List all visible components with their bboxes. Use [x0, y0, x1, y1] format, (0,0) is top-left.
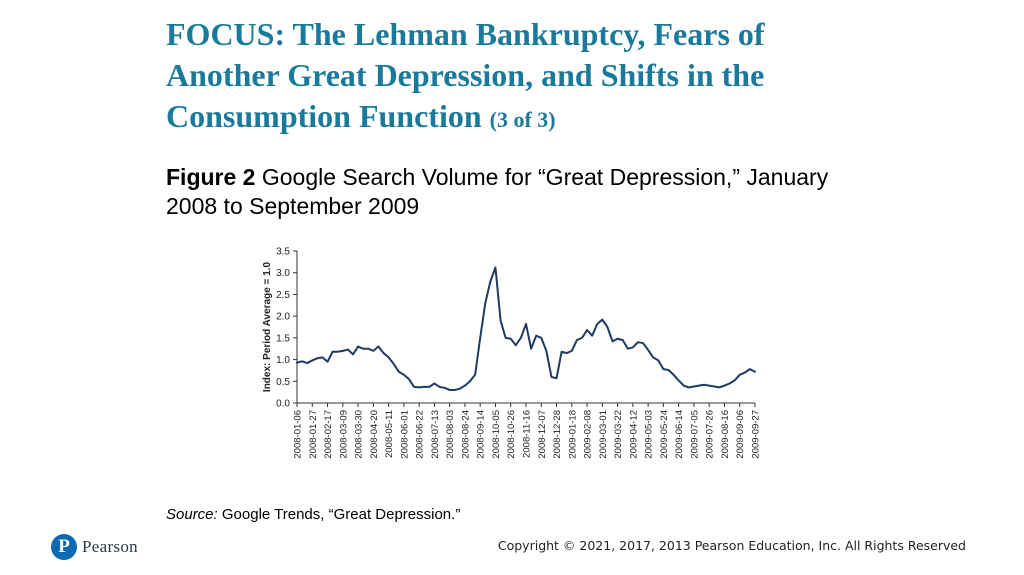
x-tick-label: 2008-11-16	[522, 410, 533, 458]
x-tick-label: 2008-01-27	[308, 410, 319, 459]
x-tick-label: 2008-03-09	[338, 410, 349, 459]
pearson-logo-icon: P	[51, 534, 77, 560]
x-tick-label: 2008-03-30	[354, 410, 365, 459]
x-tick-label: 2008-01-06	[293, 410, 304, 459]
x-tick-label: 2008-10-05	[491, 410, 502, 459]
x-tick-label: 2009-07-26	[705, 410, 716, 459]
title-suffix: (3 of 3)	[489, 107, 556, 132]
y-axis-title: Index: Period Average = 1.0	[262, 261, 273, 392]
y-tick-label: 0.0	[276, 399, 290, 410]
x-tick-label: 2008-02-17	[323, 410, 334, 459]
y-tick-label: 3.5	[276, 247, 290, 258]
x-tick-label: 2008-06-22	[415, 410, 426, 459]
x-tick-label: 2009-05-03	[644, 410, 655, 459]
x-tick-label: 2008-04-20	[369, 410, 380, 459]
x-tick-label: 2008-12-07	[537, 410, 548, 459]
pearson-logo-text: Pearson	[82, 537, 138, 556]
x-tick-label: 2009-09-06	[735, 410, 746, 459]
x-tick-label: 2009-04-12	[628, 410, 639, 459]
figure-caption: Figure 2 Google Search Volume for “Great…	[166, 163, 846, 221]
slide-title: FOCUS: The Lehman Bankruptcy, Fears of A…	[166, 14, 866, 140]
x-tick-label: 2008-07-13	[430, 410, 441, 459]
x-tick-label: 2008-12-28	[552, 410, 563, 459]
x-tick-label: 2009-03-01	[598, 410, 609, 459]
y-tick-label: 2.0	[276, 312, 290, 323]
x-tick-label: 2008-05-11	[384, 410, 395, 458]
x-tick-label: 2009-03-22	[613, 410, 624, 459]
x-tick-label: 2008-10-26	[506, 410, 517, 459]
series-line	[296, 266, 756, 391]
source-label: Source:	[166, 506, 218, 523]
x-tick-label: 2009-08-16	[720, 410, 731, 459]
x-tick-label: 2009-02-08	[583, 410, 594, 459]
source-text: Google Trends, “Great Depression.”	[221, 506, 461, 523]
y-tick-label: 0.5	[276, 377, 290, 388]
y-tick-label: 1.0	[276, 355, 290, 366]
source-note: Source: Google Trends, “Great Depression…	[166, 506, 460, 523]
x-tick-label: 2009-09-27	[751, 410, 762, 459]
pearson-logo: P Pearson	[51, 534, 138, 560]
y-tick-label: 1.5	[276, 333, 290, 344]
x-tick-label: 2009-07-05	[689, 410, 700, 459]
x-tick-label: 2008-09-14	[476, 410, 487, 459]
figure-caption-text: Google Search Volume for “Great Depressi…	[166, 164, 829, 219]
x-tick-label: 2008-06-01	[399, 410, 410, 459]
y-tick-label: 2.5	[276, 290, 290, 301]
figure-label: Figure 2	[166, 164, 256, 190]
x-tick-label: 2009-06-14	[674, 410, 685, 459]
copyright-notice: Copyright © 2021, 2017, 2013 Pearson Edu…	[497, 538, 966, 553]
x-tick-label: 2009-05-24	[659, 410, 670, 459]
x-tick-label: 2008-08-24	[460, 410, 471, 459]
x-tick-label: 2009-01-18	[567, 410, 578, 459]
x-tick-label: 2008-08-03	[445, 410, 456, 459]
y-tick-label: 3.0	[276, 268, 290, 279]
title-main: FOCUS: The Lehman Bankruptcy, Fears of A…	[166, 16, 765, 134]
